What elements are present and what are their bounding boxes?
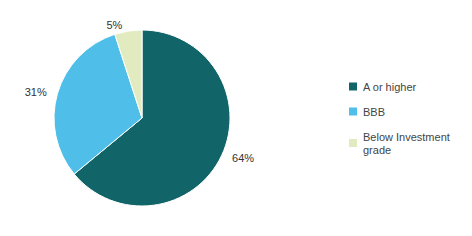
svg-text:A or higher: A or higher [363,81,417,93]
svg-text:BBB: BBB [363,106,385,118]
svg-text:31%: 31% [25,86,47,98]
svg-text:64%: 64% [232,152,254,164]
svg-text:Below Investment: Below Investment [363,131,453,143]
svg-text:5%: 5% [106,19,122,31]
svg-text:grade: grade [363,144,391,156]
